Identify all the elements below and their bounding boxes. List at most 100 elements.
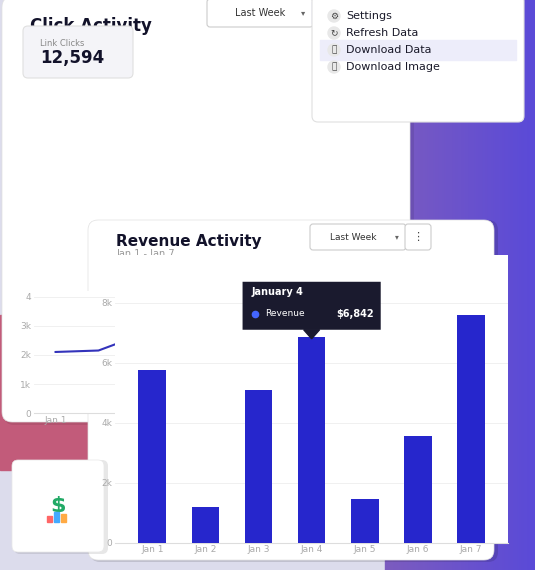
Bar <box>468 0 470 570</box>
Bar <box>520 0 523 570</box>
Bar <box>454 0 457 570</box>
Bar <box>54 512 59 522</box>
Bar <box>488 0 491 570</box>
Bar <box>421 0 424 570</box>
Bar <box>501 0 504 570</box>
FancyBboxPatch shape <box>23 26 133 78</box>
Text: ⋮: ⋮ <box>412 232 424 242</box>
Bar <box>445 0 448 570</box>
Bar <box>406 0 409 570</box>
FancyBboxPatch shape <box>312 0 524 122</box>
Bar <box>507 0 510 570</box>
Text: ↻: ↻ <box>330 28 338 38</box>
Text: 🗎: 🗎 <box>331 46 337 55</box>
FancyBboxPatch shape <box>14 460 108 554</box>
Bar <box>404 0 407 570</box>
Text: 🖼: 🖼 <box>331 63 337 71</box>
Bar <box>484 0 487 570</box>
Bar <box>450 0 454 570</box>
Text: Last Week: Last Week <box>330 233 376 242</box>
Text: $: $ <box>50 496 66 516</box>
FancyBboxPatch shape <box>12 460 104 552</box>
FancyBboxPatch shape <box>405 224 431 250</box>
Text: Jan 1 - Jan 7: Jan 1 - Jan 7 <box>30 32 92 42</box>
Bar <box>139 370 166 543</box>
Bar <box>387 0 390 570</box>
Text: Download Image: Download Image <box>346 62 440 72</box>
FancyBboxPatch shape <box>242 282 381 330</box>
Text: Link Clicks: Link Clicks <box>40 39 85 48</box>
Bar <box>492 0 495 570</box>
Polygon shape <box>304 330 319 339</box>
Bar <box>449 0 452 570</box>
FancyBboxPatch shape <box>4 0 414 425</box>
Bar <box>244 390 272 543</box>
Bar <box>498 0 500 570</box>
Bar <box>528 0 530 570</box>
Bar <box>505 0 508 570</box>
Bar <box>518 0 521 570</box>
Bar <box>428 0 431 570</box>
Bar <box>475 0 478 570</box>
Bar <box>430 0 433 570</box>
Bar <box>419 0 422 570</box>
Text: Revenue: Revenue <box>265 310 305 319</box>
Bar <box>47 516 52 522</box>
Bar <box>398 0 401 570</box>
FancyBboxPatch shape <box>2 0 410 422</box>
Bar <box>533 0 535 570</box>
Bar <box>509 0 511 570</box>
Circle shape <box>328 61 340 73</box>
Bar <box>477 0 480 570</box>
Text: 12,594: 12,594 <box>40 49 104 67</box>
Bar <box>432 0 435 570</box>
Bar <box>396 0 399 570</box>
Bar <box>0 315 108 470</box>
Text: Settings: Settings <box>346 11 392 21</box>
Bar <box>435 0 439 570</box>
Bar <box>417 0 420 570</box>
Bar <box>426 0 429 570</box>
Bar <box>298 337 325 543</box>
Bar <box>409 0 412 570</box>
Bar <box>389 0 392 570</box>
Bar <box>61 514 66 522</box>
Bar <box>434 0 437 570</box>
Bar <box>404 436 432 543</box>
Bar <box>385 0 388 570</box>
Bar <box>441 0 444 570</box>
Bar <box>393 0 395 570</box>
Bar <box>453 0 455 570</box>
Bar <box>413 0 416 570</box>
Text: ▾: ▾ <box>395 233 399 242</box>
Bar <box>408 0 410 570</box>
Bar <box>447 0 450 570</box>
Bar <box>495 0 499 570</box>
Bar <box>513 0 515 570</box>
Bar <box>529 0 532 570</box>
Bar <box>351 499 379 543</box>
Bar <box>531 0 534 570</box>
Bar <box>320 40 516 60</box>
Bar <box>469 0 472 570</box>
Bar <box>494 0 496 570</box>
Bar <box>473 0 476 570</box>
Text: Click Activity: Click Activity <box>30 17 152 35</box>
Bar <box>439 0 442 570</box>
Bar <box>462 0 465 570</box>
Bar <box>424 0 427 570</box>
Bar <box>525 0 529 570</box>
Text: $6,842: $6,842 <box>336 309 374 319</box>
Bar <box>479 0 482 570</box>
Text: January 4: January 4 <box>251 287 303 297</box>
Bar <box>464 0 467 570</box>
Bar <box>438 0 440 570</box>
Bar <box>503 0 506 570</box>
Bar <box>516 0 519 570</box>
Bar <box>415 0 418 570</box>
Bar <box>465 0 469 570</box>
Bar <box>514 0 517 570</box>
Bar <box>411 0 414 570</box>
Bar <box>524 0 526 570</box>
FancyBboxPatch shape <box>207 0 313 27</box>
